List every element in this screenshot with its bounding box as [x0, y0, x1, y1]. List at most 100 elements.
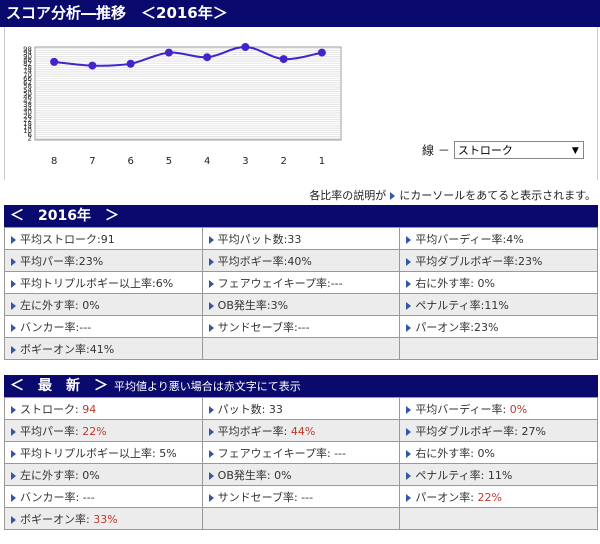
triangle-bullet-icon[interactable]: [208, 235, 214, 244]
data-point[interactable]: [317, 48, 326, 57]
triangle-bullet-icon[interactable]: [406, 449, 412, 458]
stat-cell: OB発生率: 0%: [201, 463, 401, 486]
chart-panel: 98 94 90 86 82 78 74 70 66 62 58 54 50 46 42 38 34 30 26 22…: [4, 27, 598, 180]
table-row: ボギーオン率:41%: [4, 337, 598, 360]
data-point[interactable]: [88, 61, 97, 70]
stat-cell: ペナルティ率:11%: [399, 293, 598, 316]
stat-label: 左に外す率: 0%: [20, 298, 100, 312]
stat-label: 平均トリプルボギー以上率:6%: [20, 276, 174, 290]
triangle-bullet-icon[interactable]: [11, 427, 16, 436]
triangle-bullet-icon[interactable]: [11, 405, 16, 414]
stat-label: 右に外す率: 0%: [415, 276, 495, 290]
table-row: バンカー率: --- サンドセーブ率: --- パーオン率: 22%: [4, 485, 598, 508]
stat-cell: ボギーオン率:41%: [4, 337, 203, 360]
hint-before: 各比率の説明が: [309, 189, 387, 202]
y-tick-label: 26: [23, 112, 32, 120]
hint-after: にカーソールをあてると表示されます。: [399, 189, 596, 202]
triangle-bullet-icon[interactable]: [406, 301, 412, 310]
stat-label: 平均ストローク:91: [20, 232, 115, 246]
stat-label: バンカー率:---: [20, 320, 92, 334]
triangle-bullet-icon[interactable]: [406, 257, 412, 266]
y-tick-label: 22: [23, 116, 32, 124]
triangle-bullet-icon[interactable]: [406, 471, 412, 480]
section-2016-title: ＜ 2016年 ＞: [10, 208, 119, 224]
y-tick-label: 14: [23, 123, 32, 131]
stat-cell: ペナルティ率: 11%: [399, 463, 598, 486]
data-point[interactable]: [164, 48, 173, 57]
stat-cell: パーオン率:23%: [399, 315, 598, 338]
triangle-bullet-icon[interactable]: [11, 515, 16, 524]
triangle-bullet-icon[interactable]: [208, 301, 214, 310]
y-tick-label: 2: [28, 135, 32, 143]
triangle-bullet-icon[interactable]: [11, 449, 16, 458]
triangle-bullet-icon[interactable]: [406, 235, 412, 244]
score-trend-chart: 9894908682787470666258545046423834302622…: [23, 43, 342, 167]
line-selector-wrap: 線 － ストローク ▼: [422, 141, 584, 159]
stat-cell: パーオン率: 22%: [399, 485, 598, 508]
y-tick-label: 18: [23, 120, 32, 128]
triangle-bullet-icon[interactable]: [406, 427, 412, 436]
data-point[interactable]: [126, 59, 135, 68]
triangle-bullet-icon[interactable]: [208, 449, 214, 458]
stat-value: ---: [334, 446, 347, 460]
stat-cell: 平均ボギー率: 44%: [201, 419, 401, 442]
triangle-bullet-icon[interactable]: [208, 405, 214, 414]
stat-label: 左に外す率:: [20, 468, 83, 482]
table-row: 平均パー率: 22% 平均ボギー率: 44% 平均ダブルボギー率: 27%: [4, 419, 598, 442]
stat-cell: バンカー率: ---: [4, 485, 203, 508]
triangle-bullet-icon[interactable]: [11, 257, 16, 266]
triangle-bullet-icon[interactable]: [406, 279, 412, 288]
line-select[interactable]: ストローク ▼: [453, 141, 584, 159]
stat-label: ペナルティ率:11%: [415, 298, 509, 312]
stat-label: パーオン率:23%: [415, 320, 499, 334]
data-point[interactable]: [279, 55, 288, 64]
stat-value: 0%: [82, 468, 100, 482]
stat-label: 平均ボギー率:40%: [217, 254, 312, 268]
stat-value: ---: [82, 490, 95, 504]
stat-cell: 右に外す率: 0%: [399, 271, 598, 294]
stat-cell: パット数: 33: [201, 397, 401, 420]
triangle-bullet-icon[interactable]: [208, 257, 214, 266]
triangle-bullet-icon[interactable]: [406, 405, 412, 414]
stat-label: 平均パー率:23%: [20, 254, 104, 268]
stat-label: パット数:: [217, 402, 269, 416]
stat-label: 平均パー率:: [20, 424, 83, 438]
triangle-bullet-icon[interactable]: [11, 471, 16, 480]
triangle-bullet-icon[interactable]: [208, 427, 214, 436]
triangle-bullet-icon[interactable]: [11, 345, 16, 354]
y-tick-label: 78: [23, 64, 32, 72]
triangle-bullet-icon[interactable]: [11, 323, 16, 332]
stat-cell: バンカー率:---: [4, 315, 203, 338]
triangle-bullet-icon[interactable]: [208, 279, 214, 288]
triangle-bullet-icon[interactable]: [208, 323, 214, 332]
page-title: スコア分析―推移 ＜2016年＞: [0, 0, 600, 27]
y-tick-label: 6: [28, 131, 33, 139]
stat-cell: OB発生率:3%: [201, 293, 401, 316]
data-point[interactable]: [50, 57, 59, 66]
data-point[interactable]: [241, 43, 250, 51]
table-row: 平均パー率:23% 平均ボギー率:40% 平均ダブルボギー率:23%: [4, 249, 598, 272]
triangle-bullet-icon[interactable]: [208, 493, 214, 502]
stat-cell: [201, 337, 401, 360]
triangle-bullet-icon[interactable]: [11, 301, 16, 310]
triangle-bullet-icon[interactable]: [11, 493, 16, 502]
y-tick-label: 66: [23, 75, 32, 83]
section-latest-title: ＜ 最 新 ＞: [10, 378, 108, 394]
x-tick-label: 6: [127, 156, 133, 167]
stat-cell: [201, 507, 401, 530]
stat-value: 33%: [93, 512, 118, 526]
stat-label: 平均ダブルボギー率:23%: [415, 254, 543, 268]
stat-cell: フェアウェイキープ率: ---: [201, 441, 401, 464]
table-row: 左に外す率: 0% OB発生率:3% ペナルティ率:11%: [4, 293, 598, 316]
x-tick-label: 2: [280, 156, 286, 167]
stat-label: サンドセーブ率:: [217, 490, 302, 504]
triangle-bullet-icon[interactable]: [208, 471, 214, 480]
triangle-bullet-icon[interactable]: [406, 323, 412, 332]
triangle-bullet-icon[interactable]: [11, 235, 16, 244]
y-tick-label: 30: [23, 109, 32, 117]
triangle-bullet-icon[interactable]: [406, 493, 412, 502]
stat-cell: サンドセーブ率: ---: [201, 485, 401, 508]
data-point[interactable]: [203, 53, 212, 62]
triangle-bullet-icon[interactable]: [11, 279, 16, 288]
y-tick-label: 62: [23, 79, 32, 87]
